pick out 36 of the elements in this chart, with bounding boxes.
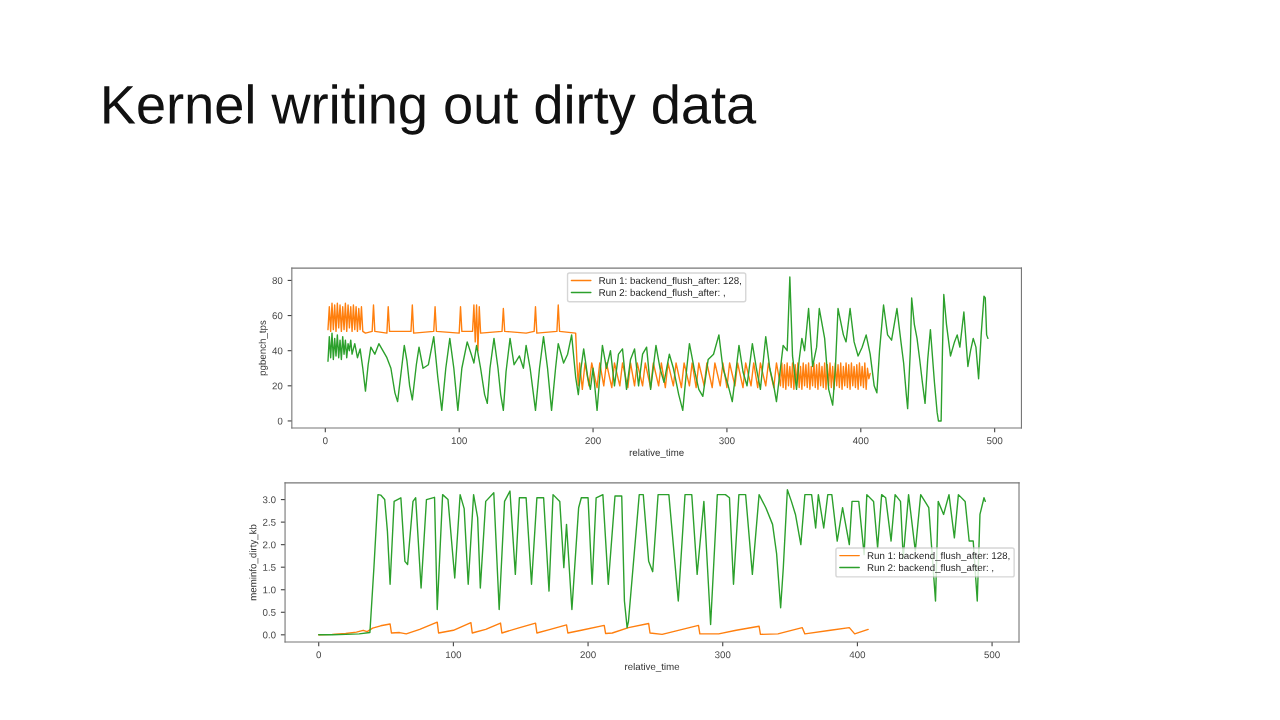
x-tick-label: 500 [984, 651, 1000, 659]
line-series [327, 276, 989, 422]
y-tick-label: 3.0 [262, 496, 276, 504]
x-tick-label: 500 [986, 437, 1003, 445]
x-tick-label: 100 [451, 437, 467, 445]
line-series [318, 488, 987, 636]
x-axis-title: relative_time [625, 662, 680, 672]
x-tick-label: 300 [719, 437, 735, 445]
y-tick-label: 60 [272, 312, 283, 320]
x-tick-label: 200 [580, 651, 596, 659]
y-axis-title: pgbench_tps [258, 320, 268, 376]
x-tick-label: 100 [446, 651, 462, 659]
x-tick-label: 0 [322, 437, 328, 445]
y-tick-label: 2.0 [263, 541, 276, 549]
y-tick-label: 40 [272, 347, 283, 355]
y-tick-label: 1.5 [263, 564, 276, 571]
y-tick-label: 2.5 [263, 518, 276, 526]
y-tick-label: 0.5 [262, 609, 276, 616]
x-tick-label: 400 [849, 651, 866, 659]
y-axis-title: meminfo_dirty_kb [249, 524, 259, 601]
y-tick-label: 0.0 [262, 631, 276, 639]
x-tick-label: 300 [714, 651, 731, 659]
legend-label: Run 1: backend_flush_after: 128, [599, 276, 741, 286]
x-tick-label: 400 [852, 437, 869, 445]
legend-label: Run 2: backend_flush_after: , [599, 288, 725, 298]
x-tick-label: 0 [316, 651, 322, 659]
y-tick-label: 20 [272, 382, 283, 390]
y-tick-label: 0 [277, 417, 283, 425]
legend-label: Run 2: backend_flush_after: , [867, 563, 994, 573]
chart-title: Kernel writing out dirty data [104, 84, 757, 135]
legend-label: Run 1: backend_flush_after: 128, [867, 551, 1010, 561]
x-tick-label: 200 [585, 437, 601, 445]
line-series [327, 302, 871, 391]
x-axis-title: relative_time [629, 448, 684, 458]
y-tick-label: 80 [272, 277, 283, 285]
y-tick-label: 1.0 [263, 586, 276, 594]
